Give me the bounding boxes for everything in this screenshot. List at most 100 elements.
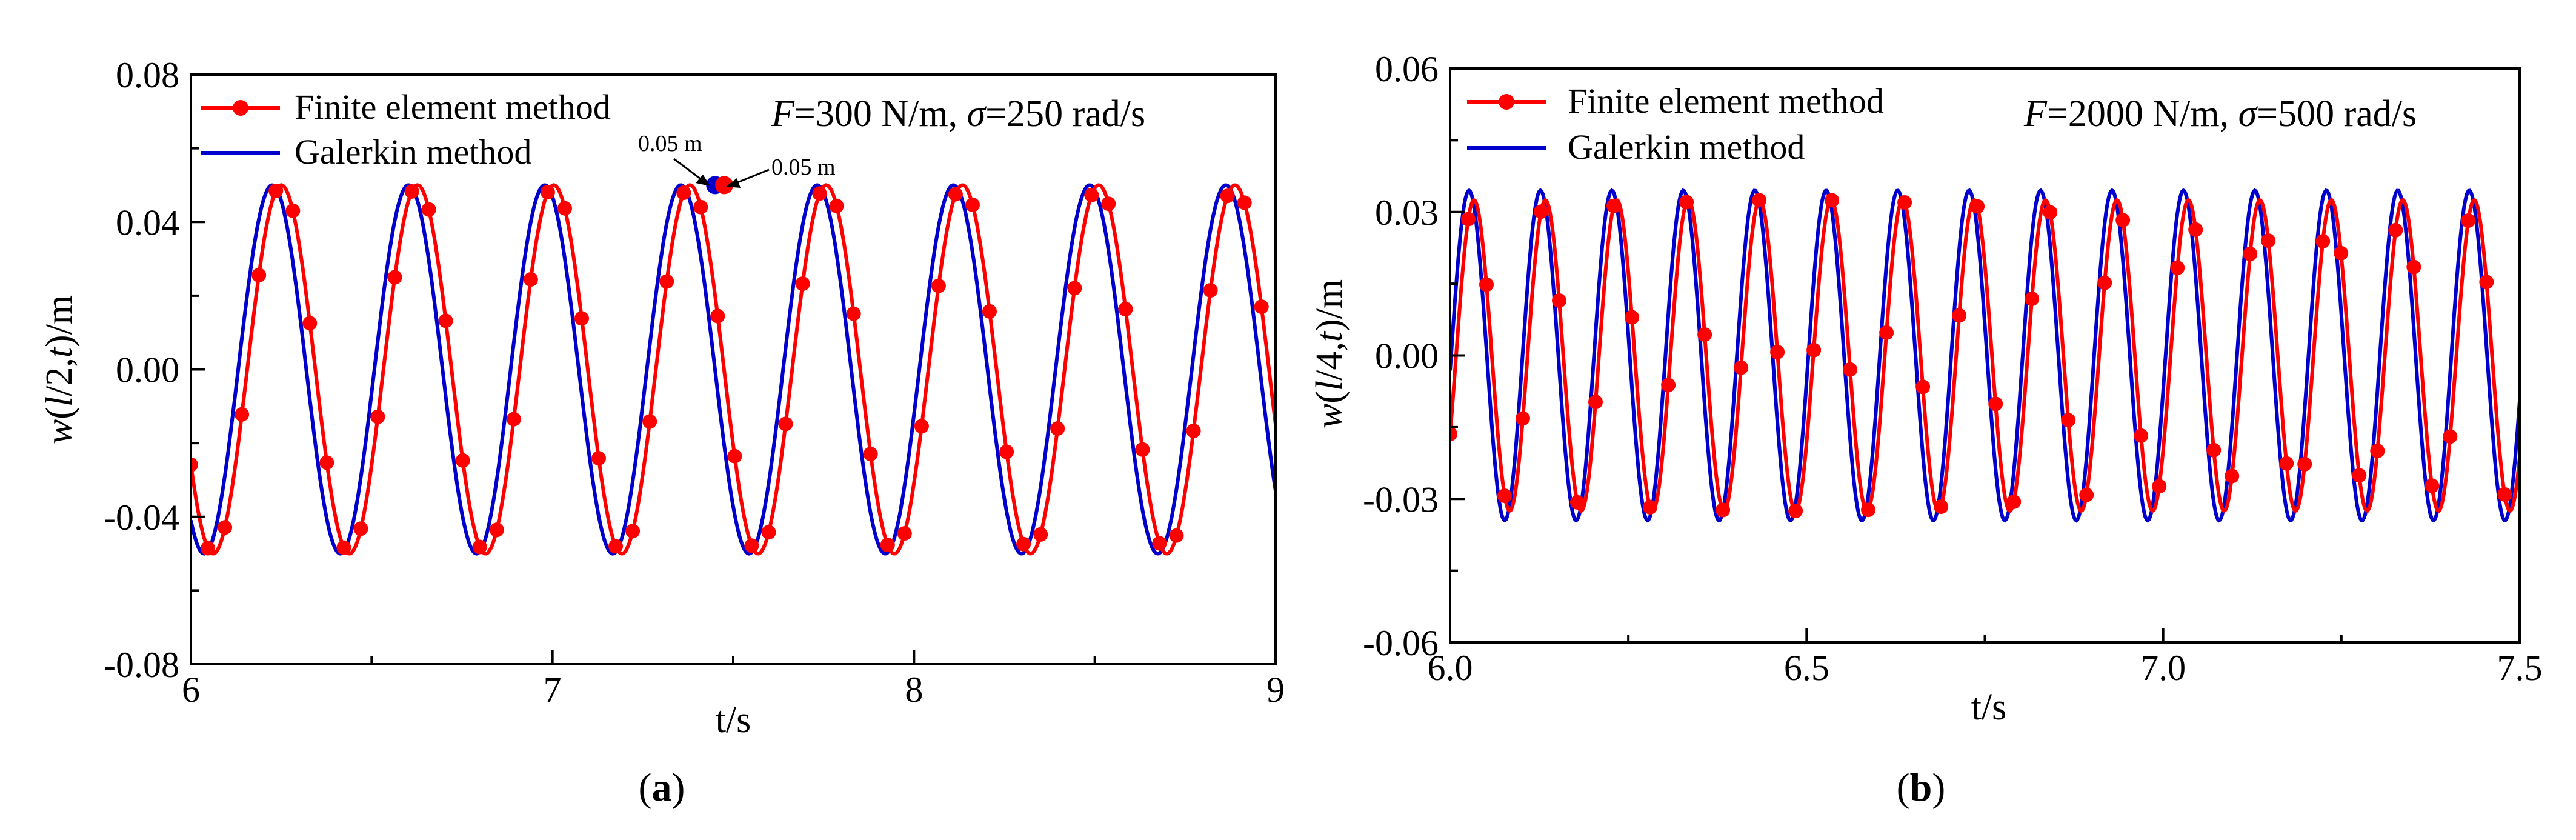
chart-panel-b: -0.06-0.030.000.030.06 6.0 6.5 7.0 7.5 t/s … [1309, 49, 2543, 810]
series-marker-finite-element-method-a-45 [948, 187, 963, 202]
series-marker-finite-element-method-a-42 [897, 526, 912, 541]
x-ticks-b: 6.0 6.5 7.0 7.5 [1428, 628, 2543, 688]
series-marker-finite-element-method-b-39 [2152, 479, 2167, 494]
series-marker-finite-element-method-a-3 [235, 407, 250, 422]
series-marker-finite-element-method-b-58 [2497, 487, 2512, 502]
series-marker-finite-element-method-a-40 [863, 447, 878, 462]
series-marker-finite-element-method-a-49 [1016, 536, 1031, 552]
series-marker-finite-element-method-b-54 [2425, 478, 2440, 493]
series-marker-finite-element-method-b-53 [2406, 259, 2421, 275]
series-marker-finite-element-method-b-51 [2370, 444, 2385, 459]
y-tick-label-b-3: 0.03 [1375, 193, 1439, 233]
series-marker-finite-element-method-b-30 [1988, 396, 2003, 412]
series-line-galerkin-method-b [1450, 188, 2520, 523]
series-marker-finite-element-method-b-43 [2225, 468, 2240, 484]
y-tick-label-a-2: 0.00 [116, 350, 179, 390]
annotation-text-2-a: 0.05 m [771, 155, 836, 180]
series-marker-finite-element-method-a-54 [1101, 196, 1116, 212]
series-marker-finite-element-method-a-18 [489, 522, 504, 538]
x-tick-label-a-0: 6 [182, 670, 200, 710]
series-marker-finite-element-method-b-1 [1461, 212, 1476, 227]
x-ticks-a: 6 7 8 9 [182, 650, 1285, 710]
series-marker-finite-element-method-b-47 [2297, 456, 2312, 472]
series-marker-finite-element-method-a-55 [1118, 302, 1133, 316]
series-marker-finite-element-method-a-28 [659, 274, 674, 289]
x-tick-label-a-3: 9 [1266, 670, 1285, 710]
y-axis-label-a: w(l/2,t)/m [39, 295, 80, 444]
plot-lines-a [191, 176, 1276, 556]
legend-marker-fem-b [1499, 94, 1514, 110]
series-marker-finite-element-method-b-8 [1588, 395, 1603, 410]
series-marker-finite-element-method-a-7 [302, 316, 318, 331]
plot-lines-b [1450, 188, 2520, 523]
annotation-arrow-2-a [734, 168, 770, 185]
legend-a: Finite element method Galerkin method [201, 87, 611, 172]
series-marker-finite-element-method-b-25 [1897, 195, 1912, 210]
y-tick-label-b-0: -0.06 [1363, 623, 1439, 663]
series-marker-finite-element-method-b-15 [1716, 502, 1731, 518]
series-marker-finite-element-method-a-61 [1220, 188, 1235, 204]
series-marker-finite-element-method-a-16 [455, 453, 470, 468]
series-marker-finite-element-method-b-55 [2443, 429, 2458, 444]
annotation-arrowhead-1-a [696, 175, 710, 186]
x-axis-label-a: t/s [716, 699, 751, 741]
series-marker-finite-element-method-a-52 [1067, 281, 1082, 296]
series-marker-finite-element-method-a-36 [795, 276, 810, 292]
series-marker-finite-element-method-a-24 [591, 451, 606, 466]
series-marker-finite-element-method-b-44 [2243, 247, 2258, 261]
series-marker-finite-element-method-a-58 [1169, 528, 1184, 543]
series-marker-finite-element-method-a-5 [268, 183, 284, 198]
series-marker-finite-element-method-a-50 [1033, 527, 1048, 542]
series-marker-finite-element-method-b-18 [1770, 344, 1785, 359]
series-marker-finite-element-method-a-17 [472, 539, 487, 555]
series-marker-finite-element-method-b-32 [2025, 292, 2040, 306]
series-marker-finite-element-method-a-1 [201, 541, 215, 556]
series-marker-finite-element-method-a-47 [982, 304, 997, 319]
series-marker-finite-element-method-a-63 [1254, 299, 1269, 315]
series-marker-finite-element-method-a-13 [404, 184, 419, 199]
caption-a: (a) [639, 765, 685, 810]
series-marker-finite-element-method-a-41 [880, 538, 895, 553]
x-axis-label-b: t/s [1971, 687, 2007, 728]
series-marker-finite-element-method-a-22 [557, 201, 572, 216]
series-marker-finite-element-method-b-22 [1843, 362, 1858, 377]
legend-label-galerkin-b: Galerkin method [1568, 127, 1805, 167]
series-marker-finite-element-method-a-20 [523, 272, 538, 287]
annotation-arrowhead-2-a [726, 178, 741, 188]
y-tick-label-b-4: 0.06 [1375, 49, 1439, 89]
y-tick-label-b-1: -0.03 [1363, 479, 1439, 519]
series-marker-finite-element-method-a-25 [608, 539, 624, 554]
series-marker-finite-element-method-b-52 [2388, 222, 2403, 238]
series-marker-finite-element-method-a-39 [846, 306, 861, 321]
series-marker-finite-element-method-b-56 [2461, 213, 2476, 228]
series-marker-finite-element-method-b-21 [1825, 193, 1840, 208]
series-marker-finite-element-method-a-19 [506, 412, 521, 427]
series-marker-finite-element-method-b-9 [1606, 198, 1621, 213]
series-marker-finite-element-method-a-33 [744, 538, 759, 553]
series-marker-finite-element-method-b-48 [2315, 234, 2331, 249]
condition-label-a: F=300 N/m, σ=250 rad/s [771, 93, 1145, 135]
series-marker-finite-element-method-b-38 [2134, 428, 2149, 443]
series-line-finite-element-method-a [191, 183, 1276, 556]
y-tick-label-a-1: -0.04 [104, 498, 179, 538]
series-marker-finite-element-method-b-42 [2206, 442, 2222, 458]
series-marker-finite-element-method-a-6 [285, 203, 301, 218]
series-marker-finite-element-method-a-21 [540, 185, 555, 199]
series-marker-finite-element-method-a-31 [710, 308, 725, 324]
annotations-a: 0.05 m 0.05 m [638, 131, 836, 188]
series-marker-finite-element-method-b-27 [1934, 499, 1949, 515]
series-marker-finite-element-method-a-48 [999, 444, 1014, 459]
series-marker-finite-element-method-b-5 [1534, 204, 1548, 219]
series-marker-finite-element-method-b-57 [2479, 275, 2494, 290]
series-marker-finite-element-method-a-27 [642, 414, 657, 429]
series-marker-finite-element-method-b-37 [2115, 213, 2131, 228]
series-marker-finite-element-method-b-0 [1450, 427, 1457, 442]
series-marker-finite-element-method-b-14 [1697, 327, 1712, 342]
series-marker-finite-element-method-a-2 [218, 520, 233, 535]
series-marker-finite-element-method-b-26 [1915, 379, 1931, 395]
series-marker-finite-element-method-b-29 [1970, 199, 1985, 214]
x-tick-label-a-1: 7 [544, 670, 562, 710]
x-tick-label-a-2: 8 [905, 670, 923, 710]
series-marker-finite-element-method-b-10 [1625, 310, 1640, 325]
